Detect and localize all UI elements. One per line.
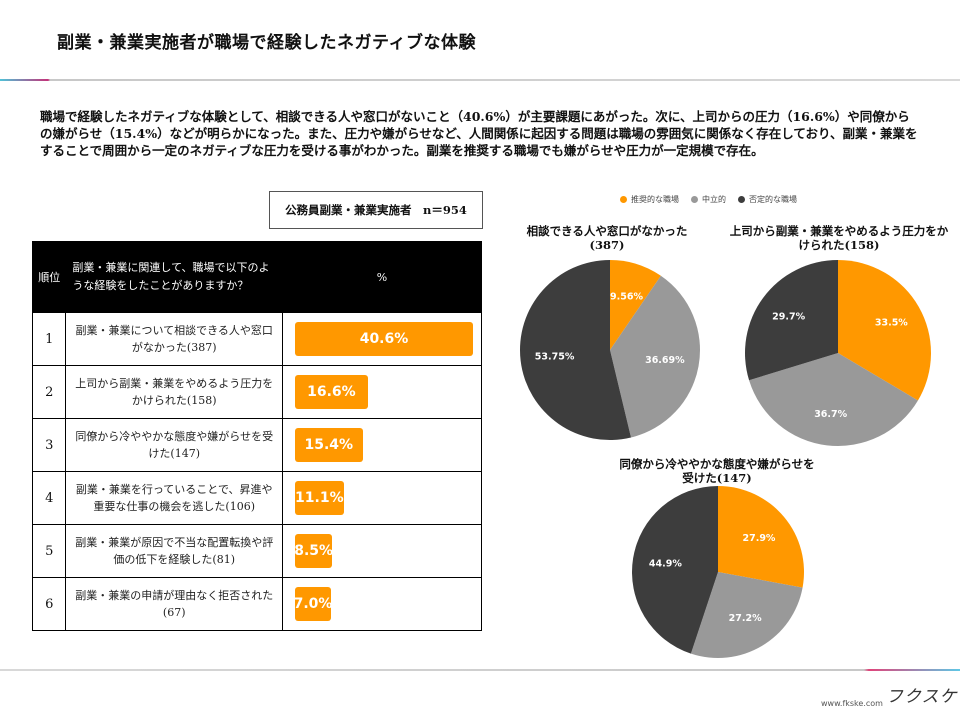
pie-slice-label: 29.7%	[772, 312, 805, 323]
pie-slice-label: 27.2%	[729, 613, 762, 624]
pie-title-3: 同僚から冷ややかな態度や嫌がらせを受けた(147)	[619, 457, 815, 485]
percent-bar: 11.1%	[295, 481, 344, 515]
legend-swatch-neutral	[691, 196, 698, 203]
percent-bar: 16.6%	[295, 375, 368, 409]
rank-number: 4	[31, 471, 67, 525]
summary-text: 職場で経験したネガティブな体験として、相談できる人や窓口がないこと（40.6%）…	[40, 109, 918, 158]
experience-label: 副業・兼業が原因で不当な配置転換や評価の低下を経験した(81)	[65, 524, 283, 578]
table-row: 5 副業・兼業が原因で不当な配置転換や評価の低下を経験した(81) 8.5%	[31, 524, 482, 578]
pie-slice-label: 44.9%	[649, 558, 682, 569]
header-question: 副業・兼業に関連して、職場で以下のような経験をしたことがありますか？	[65, 241, 283, 313]
pie-chart-3: 27.9% 27.2% 44.9%	[632, 486, 804, 658]
pie-slice	[838, 260, 931, 401]
header-percent: %	[282, 241, 482, 313]
ranking-table: 順位 副業・兼業に関連して、職場で以下のような経験をしたことがありますか？ % …	[31, 241, 482, 631]
pie-title-1: 相談できる人や窓口がなかった(387)	[526, 224, 688, 252]
legend-label: 否定的な職場	[749, 195, 797, 204]
pie-slice-label: 53.75%	[535, 352, 575, 363]
percent-bar: 8.5%	[294, 534, 333, 568]
footer-divider	[0, 669, 960, 671]
legend-item-promote: 推奨的な職場	[620, 194, 679, 205]
rank-number: 3	[31, 418, 67, 472]
pie-slice	[610, 260, 661, 350]
pie-chart-1: 9.56% 36.69% 53.75%	[520, 260, 700, 440]
bar-cell: 7.0%	[282, 577, 482, 631]
table-header-row: 順位 副業・兼業に関連して、職場で以下のような経験をしたことがありますか？ %	[31, 241, 482, 313]
pie-slice	[718, 486, 804, 588]
page-title: 副業・兼業実施者が職場で経験したネガティブな体験	[57, 33, 476, 53]
bar-cell: 8.5%	[282, 524, 482, 578]
bar-cell: 16.6%	[282, 365, 482, 419]
legend-label: 推奨的な職場	[631, 195, 679, 204]
percent-bar: 15.4%	[295, 428, 363, 462]
rank-number: 5	[31, 524, 67, 578]
pie-chart-2: 33.5% 36.7% 29.7%	[745, 260, 931, 446]
footer-url: www.fkske.com	[821, 699, 883, 708]
rank-number: 1	[31, 312, 67, 366]
sample-size-label: 公務員副業・兼業実施者 n＝954	[269, 191, 483, 229]
experience-label: 同僚から冷ややかな態度や嫌がらせを受けた(147)	[65, 418, 283, 472]
pie-slice	[632, 486, 718, 654]
bar-cell: 11.1%	[282, 471, 482, 525]
pie-slice	[745, 260, 838, 381]
legend-swatch-negative	[738, 196, 745, 203]
bar-cell: 15.4%	[282, 418, 482, 472]
experience-label: 副業・兼業を行っていることで、昇進や重要な仕事の機会を逃した(106)	[65, 471, 283, 525]
pie-title-2: 上司から副業・兼業をやめるよう圧力をかけられた(158)	[729, 224, 949, 252]
brand-logo: フクスケ	[886, 687, 958, 707]
pie-slice-label: 33.5%	[875, 318, 908, 329]
legend-item-neutral: 中立的	[691, 194, 726, 205]
pie-slice-label: 36.7%	[814, 409, 847, 420]
legend-item-negative: 否定的な職場	[738, 194, 797, 205]
header-divider	[0, 79, 960, 81]
rank-number: 2	[31, 365, 67, 419]
pie-slice	[690, 572, 803, 658]
experience-label: 副業・兼業の申請が理由なく拒否された(67)	[65, 577, 283, 631]
pie-slice-label: 27.9%	[742, 533, 775, 544]
table-row: 2 上司から副業・兼業をやめるよう圧力をかけられた(158) 16.6%	[31, 365, 482, 419]
table-row: 4 副業・兼業を行っていることで、昇進や重要な仕事の機会を逃した(106) 11.1…	[31, 471, 482, 525]
pie-slice	[520, 260, 632, 440]
percent-bar: 40.6%	[295, 322, 473, 356]
table-row: 3 同僚から冷ややかな態度や嫌がらせを受けた(147) 15.4%	[31, 418, 482, 472]
table-row: 1 副業・兼業について相談できる人や窓口がなかった(387) 40.6%	[31, 312, 482, 366]
header-rank: 順位	[31, 241, 67, 313]
legend-swatch-promote	[620, 196, 627, 203]
pie-slice-label: 9.56%	[610, 292, 643, 303]
experience-label: 副業・兼業について相談できる人や窓口がなかった(387)	[65, 312, 283, 366]
pie-slice-label: 36.69%	[645, 355, 685, 366]
table-row: 6 副業・兼業の申請が理由なく拒否された(67) 7.0%	[31, 577, 482, 631]
pie-slice	[749, 353, 918, 446]
percent-bar: 7.0%	[294, 587, 332, 621]
pie-legend: 推奨的な職場 中立的 否定的な職場	[620, 194, 797, 205]
pie-slice	[610, 275, 700, 438]
experience-label: 上司から副業・兼業をやめるよう圧力をかけられた(158)	[65, 365, 283, 419]
rank-number: 6	[31, 577, 67, 631]
legend-label: 中立的	[702, 195, 726, 204]
bar-cell: 40.6%	[282, 312, 482, 366]
